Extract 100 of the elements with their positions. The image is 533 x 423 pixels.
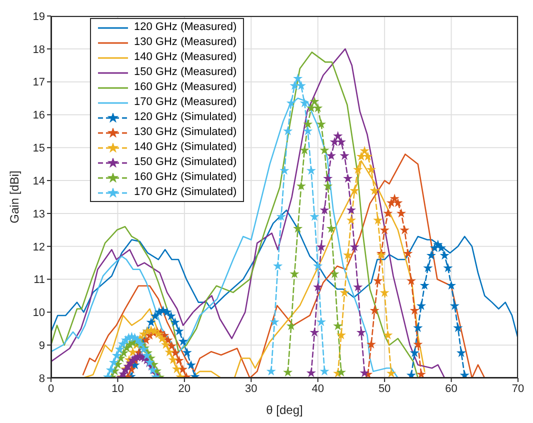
- point: [396, 208, 406, 218]
- y-tick-label: 9: [38, 340, 45, 352]
- point: [170, 348, 180, 358]
- point: [320, 205, 330, 214]
- point: [178, 336, 188, 346]
- point: [323, 181, 333, 190]
- point: [373, 215, 383, 224]
- legend-label: 170 GHz (Simulated): [134, 185, 237, 200]
- point: [290, 80, 300, 90]
- point: [150, 311, 160, 320]
- point: [280, 166, 290, 175]
- point: [353, 164, 363, 174]
- x-tick-label: 40: [312, 382, 324, 395]
- point: [310, 96, 320, 106]
- point: [306, 166, 316, 175]
- point: [320, 366, 330, 376]
- point: [363, 151, 373, 161]
- point: [300, 98, 310, 108]
- point: [440, 250, 450, 260]
- point: [340, 150, 350, 160]
- point: [413, 322, 423, 332]
- x-tick-label: 70: [512, 382, 524, 395]
- point: [174, 326, 184, 336]
- x-tick-label: 30: [245, 382, 258, 395]
- point: [114, 344, 125, 354]
- point: [293, 224, 303, 233]
- point: [303, 126, 313, 136]
- point: [306, 103, 316, 112]
- y-tick-label: 18: [32, 44, 45, 56]
- point: [410, 305, 420, 315]
- point: [326, 150, 336, 160]
- point: [326, 224, 336, 233]
- point: [112, 350, 122, 360]
- point: [160, 340, 171, 349]
- point: [403, 248, 413, 258]
- point: [406, 276, 416, 286]
- legend-label: 170 GHz (Measured): [134, 95, 237, 110]
- y-tick-label: 14: [32, 175, 45, 188]
- x-tick-label: 0: [48, 382, 54, 395]
- point: [330, 136, 340, 146]
- y-tick-label: 12: [32, 241, 45, 254]
- point: [182, 348, 192, 357]
- legend-label: 160 GHz (Measured): [134, 80, 237, 95]
- y-tick-label: 8: [38, 372, 45, 385]
- legend-label: 120 GHz (Measured): [134, 20, 237, 35]
- point: [306, 368, 316, 378]
- point: [380, 288, 390, 297]
- y-axis-title: Gain [dBi]: [7, 170, 22, 224]
- point: [293, 73, 303, 83]
- y-tick-label: 19: [32, 10, 45, 23]
- legend-label: 140 GHz (Simulated): [134, 140, 237, 155]
- point: [350, 242, 360, 252]
- point: [310, 212, 320, 221]
- point: [383, 208, 393, 218]
- point: [446, 280, 456, 290]
- point: [296, 80, 306, 90]
- x-tick-label: 20: [178, 382, 191, 395]
- point: [413, 339, 423, 349]
- point: [380, 225, 390, 234]
- point: [346, 215, 356, 224]
- point: [370, 186, 380, 195]
- point: [333, 131, 343, 140]
- point: [286, 320, 296, 330]
- legend-label: 120 GHz (Simulated): [134, 110, 237, 125]
- point: [316, 316, 326, 326]
- point: [443, 263, 453, 272]
- point: [118, 339, 128, 348]
- point: [323, 174, 333, 183]
- y-tick-label: 16: [32, 110, 45, 122]
- point: [453, 322, 463, 332]
- point: [373, 276, 383, 286]
- point: [283, 367, 293, 377]
- point: [350, 186, 360, 195]
- point: [353, 282, 363, 292]
- x-tick-label: 60: [445, 382, 458, 395]
- point: [316, 119, 326, 128]
- point: [356, 328, 366, 337]
- point: [420, 280, 430, 290]
- legend-label: 130 GHz (Measured): [134, 35, 237, 50]
- y-tick-label: 17: [32, 76, 45, 89]
- legend-label: 160 GHz (Simulated): [134, 170, 237, 185]
- point: [170, 317, 180, 326]
- point: [142, 350, 152, 360]
- point: [346, 205, 356, 214]
- point: [186, 360, 196, 370]
- point: [313, 261, 323, 270]
- y-tick-label: 15: [32, 142, 45, 155]
- legend-label: 150 GHz (Simulated): [134, 155, 237, 170]
- point: [273, 261, 283, 270]
- x-axis-title: θ [deg]: [266, 403, 303, 417]
- point: [106, 365, 116, 374]
- point: [296, 181, 306, 190]
- point: [410, 348, 420, 358]
- point: [320, 145, 330, 154]
- point: [336, 136, 346, 146]
- point: [343, 250, 353, 260]
- point: [276, 212, 286, 221]
- point: [316, 242, 326, 252]
- x-tick-label: 50: [378, 382, 391, 395]
- point: [313, 103, 323, 112]
